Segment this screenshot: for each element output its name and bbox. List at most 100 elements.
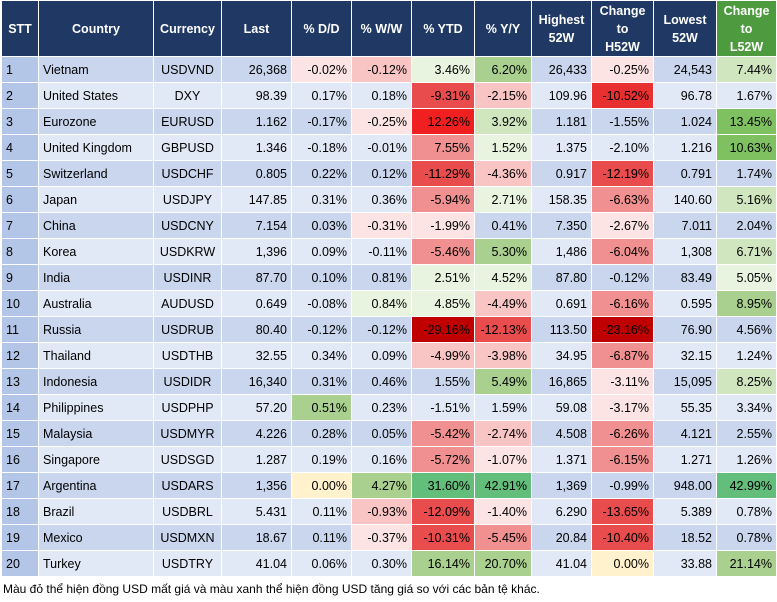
table-cell: 16.14%: [411, 550, 475, 577]
table-cell: 0.23%: [351, 394, 412, 421]
table-cell: 2: [1, 82, 39, 109]
table-cell: 6.20%: [474, 56, 532, 83]
table-cell: -0.01%: [351, 134, 412, 161]
table-cell: 4.52%: [474, 264, 532, 291]
table-cell: 10: [1, 290, 39, 317]
table-cell: 3.34%: [716, 394, 777, 421]
table-cell: 1.181: [531, 108, 592, 135]
table-cell: 948.00: [653, 472, 717, 499]
column-header: STT: [1, 0, 39, 57]
table-cell: 1,396: [221, 238, 292, 265]
table-cell: 55.35: [653, 394, 717, 421]
table-cell: 26,368: [221, 56, 292, 83]
table-cell: -5.94%: [411, 186, 475, 213]
table-cell: Switzerland: [38, 160, 154, 187]
table-cell: 10.63%: [716, 134, 777, 161]
table-cell: 5: [1, 160, 39, 187]
table-cell: 140.60: [653, 186, 717, 213]
table-cell: 0.41%: [474, 212, 532, 239]
table-cell: 5.05%: [716, 264, 777, 291]
table-row: 14 Philippines USDPHP 57.20 0.51% 0.23% -1.51%…: [1, 394, 777, 421]
table-cell: 87.80: [531, 264, 592, 291]
table-cell: 42.91%: [474, 472, 532, 499]
table-cell: -29.16%: [411, 316, 475, 343]
table-cell: 32.55: [221, 342, 292, 369]
table-cell: DXY: [153, 82, 222, 109]
table-cell: 59.08: [531, 394, 592, 421]
table-cell: 158.35: [531, 186, 592, 213]
table-cell: 12.26%: [411, 108, 475, 135]
table-cell: 0.649: [221, 290, 292, 317]
table-cell: -6.63%: [591, 186, 654, 213]
table-cell: 4: [1, 134, 39, 161]
table-cell: -1.40%: [474, 498, 532, 525]
table-cell: 0.78%: [716, 498, 777, 525]
table-row: 2 United States DXY 98.39 0.17% 0.18% -9.31% -2…: [1, 82, 777, 109]
table-cell: -2.10%: [591, 134, 654, 161]
table-row: 20 Turkey USDTRY 41.04 0.06% 0.30% 16.14% 20.70…: [1, 550, 777, 577]
table-cell: USDARS: [153, 472, 222, 499]
table-cell: Singapore: [38, 446, 154, 473]
table-cell: 0.17%: [291, 82, 352, 109]
table-cell: 4.121: [653, 420, 717, 447]
table-row: 10 Australia AUDUSD 0.649 -0.08% 0.84% 4.85% -4…: [1, 290, 777, 317]
table-cell: 0.11%: [291, 524, 352, 551]
table-cell: 109.96: [531, 82, 592, 109]
table-cell: 113.50: [531, 316, 592, 343]
table-cell: 1.74%: [716, 160, 777, 187]
table-cell: -2.67%: [591, 212, 654, 239]
table-cell: 1.346: [221, 134, 292, 161]
table-cell: 3: [1, 108, 39, 135]
table-cell: Vietnam: [38, 56, 154, 83]
table-cell: 1.26%: [716, 446, 777, 473]
table-cell: 7: [1, 212, 39, 239]
table-cell: 0.28%: [291, 420, 352, 447]
table-cell: 5.30%: [474, 238, 532, 265]
table-cell: 4.226: [221, 420, 292, 447]
table-cell: Philippines: [38, 394, 154, 421]
column-header: Last: [221, 0, 292, 57]
table-cell: 4.56%: [716, 316, 777, 343]
table-cell: Korea: [38, 238, 154, 265]
table-cell: -10.52%: [591, 82, 654, 109]
table-cell: 33.88: [653, 550, 717, 577]
table-cell: 1.287: [221, 446, 292, 473]
table-cell: -1.55%: [591, 108, 654, 135]
table-cell: EURUSD: [153, 108, 222, 135]
table-cell: 0.81%: [351, 264, 412, 291]
table-cell: -10.40%: [591, 524, 654, 551]
table-cell: 2.55%: [716, 420, 777, 447]
table-cell: GBPUSD: [153, 134, 222, 161]
table-cell: 15,095: [653, 368, 717, 395]
table-cell: 11: [1, 316, 39, 343]
footnote: Màu đỏ thể hiện đồng USD mất giá và màu …: [3, 582, 540, 596]
table-cell: 3.46%: [411, 56, 475, 83]
table-cell: 57.20: [221, 394, 292, 421]
table-cell: Argentina: [38, 472, 154, 499]
table-cell: 3.92%: [474, 108, 532, 135]
table-row: 9 India USDINR 87.70 0.10% 0.81% 2.51% 4.52% 87.…: [1, 264, 777, 291]
table-row: 5 Switzerland USDCHF 0.805 0.22% 0.12% -11.29%…: [1, 160, 777, 187]
table-cell: 20.84: [531, 524, 592, 551]
table-cell: 0.36%: [351, 186, 412, 213]
table-cell: 147.85: [221, 186, 292, 213]
table-cell: 31.60%: [411, 472, 475, 499]
table-cell: 41.04: [531, 550, 592, 577]
table-cell: -0.12%: [291, 316, 352, 343]
table-cell: 98.39: [221, 82, 292, 109]
table-cell: 6: [1, 186, 39, 213]
table-cell: -5.72%: [411, 446, 475, 473]
table-cell: -1.51%: [411, 394, 475, 421]
table-cell: 0.06%: [291, 550, 352, 577]
table-cell: 18: [1, 498, 39, 525]
column-header: Highest 52W: [531, 0, 592, 57]
table-cell: 9: [1, 264, 39, 291]
table-cell: -6.16%: [591, 290, 654, 317]
table-cell: USDINR: [153, 264, 222, 291]
table-cell: 0.22%: [291, 160, 352, 187]
table-cell: USDRUB: [153, 316, 222, 343]
table-cell: 0.34%: [291, 342, 352, 369]
table-cell: -3.98%: [474, 342, 532, 369]
table-cell: -6.26%: [591, 420, 654, 447]
